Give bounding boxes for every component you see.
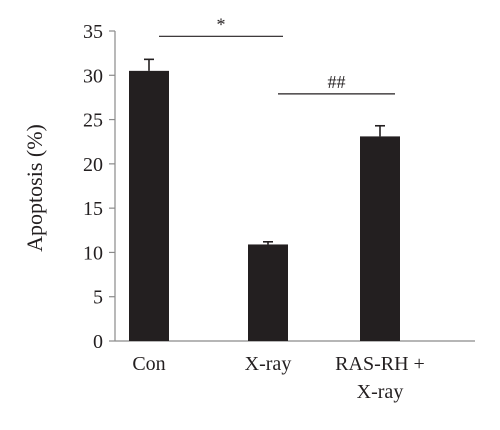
bar xyxy=(129,70,169,341)
x-tick-label: RAS-RH + xyxy=(335,353,425,375)
x-tick-label: X-ray xyxy=(357,381,404,403)
bar xyxy=(360,136,400,341)
significance-label: ## xyxy=(328,72,346,92)
bar xyxy=(248,244,288,341)
y-tick-label: 0 xyxy=(93,331,103,353)
y-axis-label: Apoptosis (%) xyxy=(22,124,47,252)
error-bars xyxy=(144,58,385,245)
y-tick-label: 10 xyxy=(83,242,103,264)
y-tick-label: 25 xyxy=(83,110,103,132)
y-axis: 0 5 10 15 20 25 30 35 xyxy=(83,21,116,353)
y-tick-label: 30 xyxy=(83,65,103,87)
x-tick-label: Con xyxy=(132,353,165,375)
y-tick-label: 5 xyxy=(93,287,103,309)
bars xyxy=(129,70,400,341)
x-tick-label: X-ray xyxy=(245,353,292,375)
y-tick-label: 20 xyxy=(83,154,103,176)
significance-label: * xyxy=(217,14,226,34)
y-tick-label: 15 xyxy=(83,198,103,220)
significance-annotations: * ## xyxy=(159,14,395,95)
x-axis: Con X-ray RAS-RH + X-ray xyxy=(115,340,475,403)
y-tick-label: 35 xyxy=(83,21,103,43)
